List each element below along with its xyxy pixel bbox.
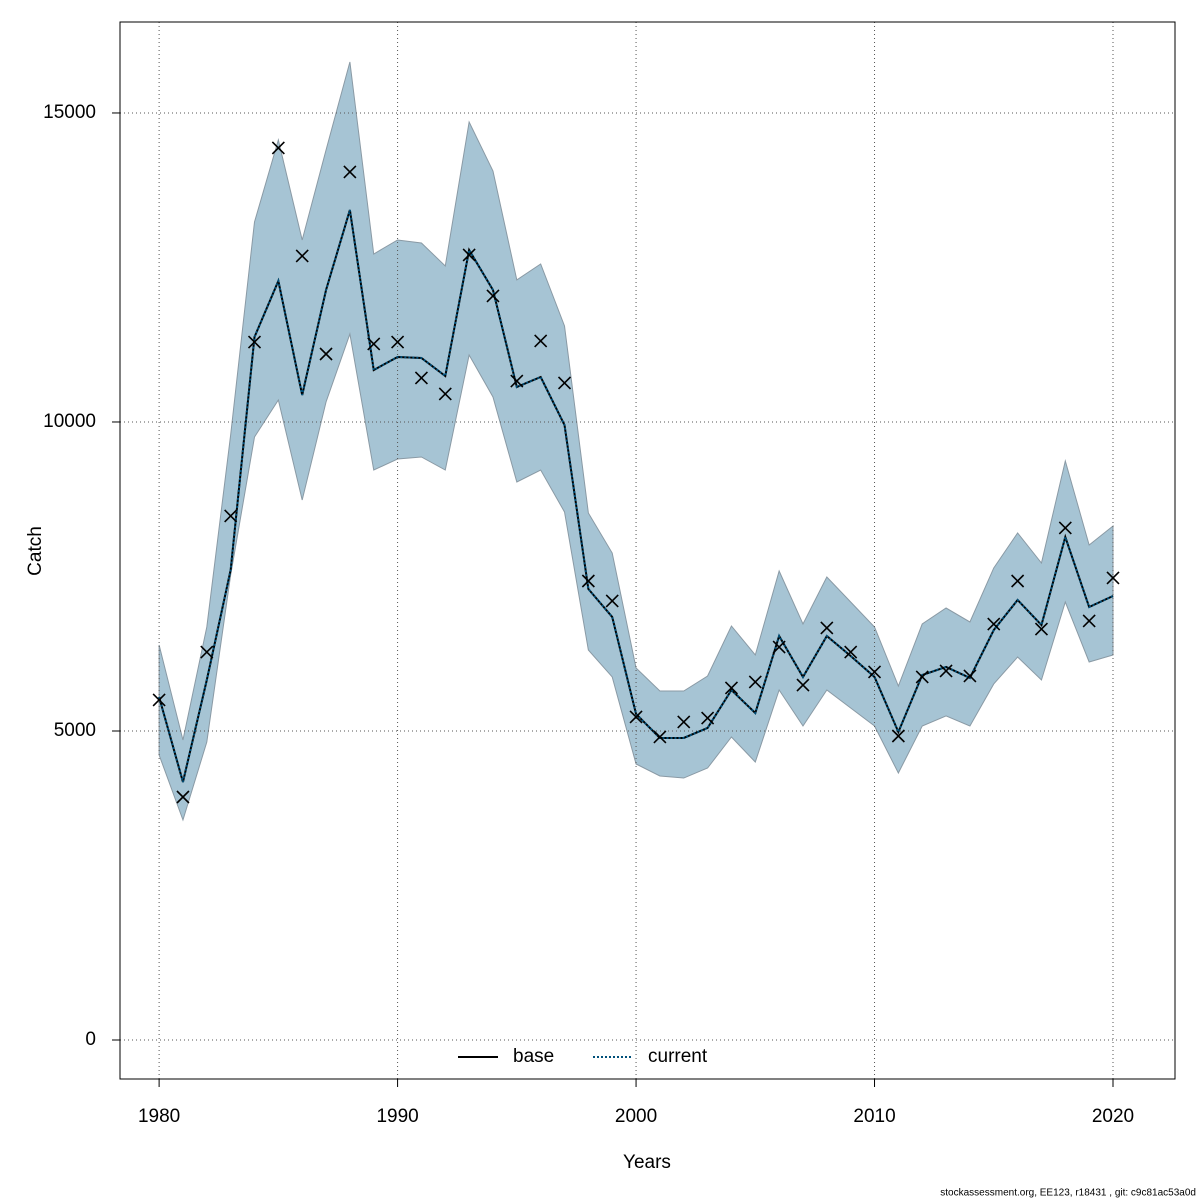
observed-point [820, 621, 834, 635]
observed-point [1058, 521, 1072, 535]
x-tick-label: 2020 [1092, 1106, 1134, 1127]
observed-point [891, 729, 905, 743]
observed-point [677, 715, 691, 729]
observed-point [748, 675, 762, 689]
observed-point [1106, 571, 1120, 585]
observed-point [176, 790, 190, 804]
x-tick-label: 2010 [853, 1106, 895, 1127]
observed-point [319, 347, 333, 361]
observed-point [724, 681, 739, 695]
observed-point [939, 664, 953, 678]
observed-point [510, 374, 524, 388]
x-tick-label: 1990 [376, 1106, 418, 1127]
observed-point [367, 337, 381, 351]
observed-point [391, 335, 405, 349]
observed-point [987, 617, 1001, 631]
x-tick-label: 1980 [138, 1106, 180, 1127]
observed-point [772, 640, 786, 654]
observed-point [414, 371, 428, 385]
observed-point [247, 335, 262, 349]
y-axis-label: Catch [25, 526, 46, 576]
legend-label: current [648, 1046, 708, 1067]
observed-point [486, 289, 500, 303]
observed-point [605, 594, 619, 608]
observed-point [1011, 574, 1025, 588]
observed-point [1082, 614, 1096, 628]
y-tick-label: 15000 [43, 102, 96, 123]
observed-point [915, 670, 929, 684]
observed-point [581, 574, 595, 588]
observed-point [1034, 622, 1049, 636]
observed-point [224, 509, 238, 523]
observed-point [438, 387, 452, 401]
observed-point [295, 249, 309, 263]
observed-point [867, 665, 882, 679]
observed-point [152, 693, 166, 707]
observed-point [534, 334, 548, 348]
observed-point [963, 669, 977, 683]
y-tick-label: 10000 [43, 411, 96, 432]
series-line [158, 209, 1114, 783]
observed-point [629, 710, 643, 724]
observed-point [701, 711, 715, 725]
observed-point [200, 645, 214, 659]
footer: stockassessment.org, EE123, r18431 , git… [940, 1188, 1196, 1199]
plot-box [119, 21, 1176, 1080]
observed-point [343, 165, 357, 179]
x-axis-label: Years [623, 1152, 671, 1173]
observed-point [557, 376, 572, 390]
y-tick-label: 0 [85, 1029, 96, 1050]
x-tick-label: 2000 [615, 1106, 657, 1127]
observed-point [844, 645, 858, 659]
y-tick-label: 5000 [54, 720, 96, 741]
observed-point [462, 248, 476, 262]
legend-label: base [513, 1046, 554, 1067]
observed-point [653, 730, 667, 744]
observed-point [271, 141, 285, 155]
observed-point [796, 678, 810, 692]
